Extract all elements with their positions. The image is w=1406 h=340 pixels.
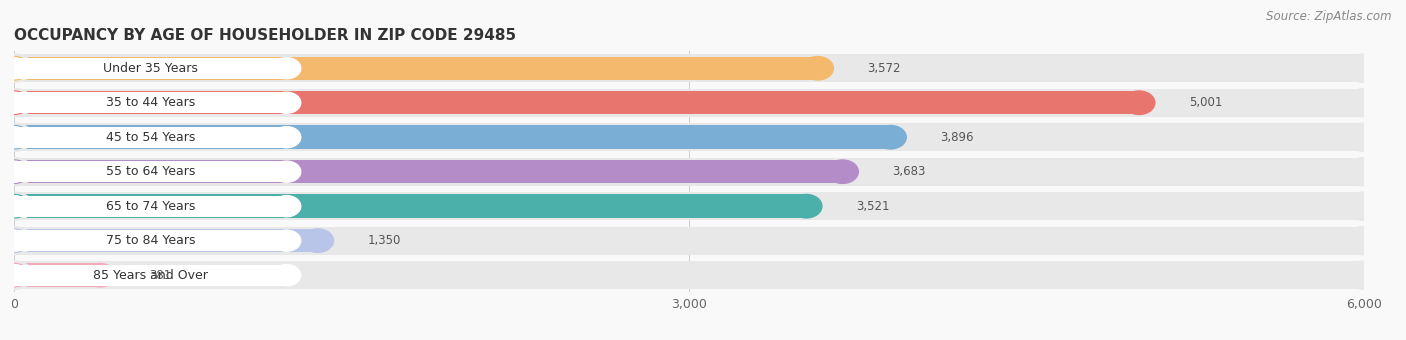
Ellipse shape xyxy=(0,54,34,82)
Ellipse shape xyxy=(273,92,301,113)
Text: OCCUPANCY BY AGE OF HOUSEHOLDER IN ZIP CODE 29485: OCCUPANCY BY AGE OF HOUSEHOLDER IN ZIP C… xyxy=(14,28,516,43)
Text: 85 Years and Over: 85 Years and Over xyxy=(93,269,208,282)
Ellipse shape xyxy=(1344,261,1384,289)
Ellipse shape xyxy=(0,264,30,287)
Ellipse shape xyxy=(0,160,30,183)
Text: Under 35 Years: Under 35 Years xyxy=(103,62,198,75)
Ellipse shape xyxy=(0,89,34,117)
Text: Source: ZipAtlas.com: Source: ZipAtlas.com xyxy=(1267,10,1392,23)
Ellipse shape xyxy=(827,160,858,183)
Bar xyxy=(14,54,1364,82)
Ellipse shape xyxy=(0,229,30,252)
Ellipse shape xyxy=(273,230,301,251)
Bar xyxy=(14,261,1364,289)
Text: 45 to 54 Years: 45 to 54 Years xyxy=(105,131,195,144)
Text: 35 to 44 Years: 35 to 44 Years xyxy=(105,96,195,109)
Ellipse shape xyxy=(0,265,28,286)
Bar xyxy=(14,264,100,287)
Bar xyxy=(14,265,287,286)
Ellipse shape xyxy=(273,127,301,148)
Bar xyxy=(14,195,287,217)
Bar xyxy=(14,160,842,183)
Text: 1,350: 1,350 xyxy=(367,234,401,247)
Ellipse shape xyxy=(0,123,34,151)
Ellipse shape xyxy=(0,161,28,182)
Ellipse shape xyxy=(0,91,30,115)
Ellipse shape xyxy=(0,127,28,148)
Bar xyxy=(14,91,1139,115)
Ellipse shape xyxy=(84,264,115,287)
Text: 3,572: 3,572 xyxy=(868,62,901,75)
Ellipse shape xyxy=(0,192,34,220)
Bar xyxy=(14,56,818,80)
Ellipse shape xyxy=(0,261,34,289)
Ellipse shape xyxy=(1344,123,1384,151)
Bar xyxy=(14,157,1364,186)
Text: 75 to 84 Years: 75 to 84 Years xyxy=(105,234,195,247)
Text: 381: 381 xyxy=(149,269,172,282)
Text: 65 to 74 Years: 65 to 74 Years xyxy=(105,200,195,213)
Text: 55 to 64 Years: 55 to 64 Years xyxy=(105,165,195,178)
Bar xyxy=(14,123,1364,151)
Ellipse shape xyxy=(0,58,28,79)
Ellipse shape xyxy=(273,195,301,217)
Ellipse shape xyxy=(0,92,28,113)
Ellipse shape xyxy=(0,226,34,255)
Bar xyxy=(14,125,890,149)
Ellipse shape xyxy=(302,229,333,252)
Ellipse shape xyxy=(273,58,301,79)
Ellipse shape xyxy=(1344,54,1384,82)
Ellipse shape xyxy=(1123,91,1154,115)
Bar xyxy=(14,226,1364,255)
Ellipse shape xyxy=(1344,192,1384,220)
Ellipse shape xyxy=(1344,157,1384,186)
Text: 5,001: 5,001 xyxy=(1188,96,1222,109)
Bar xyxy=(14,58,287,79)
Ellipse shape xyxy=(273,265,301,286)
Ellipse shape xyxy=(801,56,834,80)
Ellipse shape xyxy=(0,157,34,186)
Ellipse shape xyxy=(790,194,823,218)
Text: 3,683: 3,683 xyxy=(893,165,925,178)
Ellipse shape xyxy=(0,195,28,217)
Bar xyxy=(14,92,287,113)
Ellipse shape xyxy=(875,125,907,149)
Ellipse shape xyxy=(0,125,30,149)
Ellipse shape xyxy=(0,230,28,251)
Bar xyxy=(14,229,318,252)
Bar xyxy=(14,127,287,148)
Ellipse shape xyxy=(1344,89,1384,117)
Bar xyxy=(14,89,1364,117)
Text: 3,521: 3,521 xyxy=(856,200,889,213)
Bar xyxy=(14,161,287,182)
Bar xyxy=(14,194,806,218)
Bar xyxy=(14,192,1364,220)
Ellipse shape xyxy=(273,161,301,182)
Text: 3,896: 3,896 xyxy=(941,131,973,144)
Bar xyxy=(14,230,287,251)
Ellipse shape xyxy=(0,56,30,80)
Ellipse shape xyxy=(1344,226,1384,255)
Ellipse shape xyxy=(0,194,30,218)
